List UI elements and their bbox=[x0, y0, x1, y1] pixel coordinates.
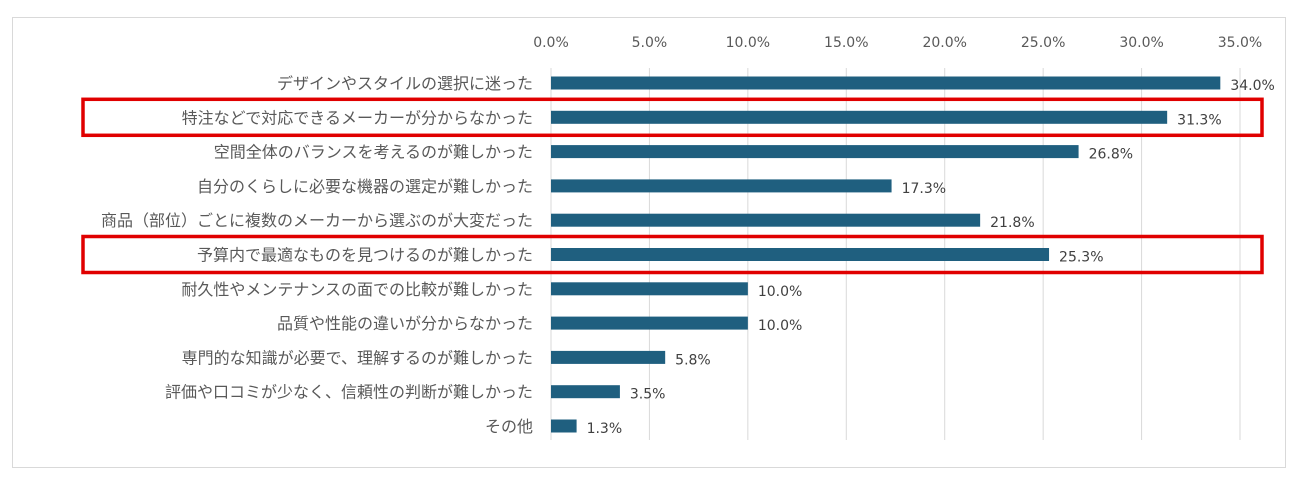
bar bbox=[551, 316, 748, 330]
bar bbox=[551, 385, 620, 399]
bar bbox=[551, 145, 1079, 159]
category-label: 予算内で最適なものを見つけるのが難しかった bbox=[197, 246, 533, 265]
data-label: 1.3% bbox=[587, 421, 623, 437]
data-label: 17.3% bbox=[902, 181, 946, 197]
category-label: 商品（部位）ごとに複数のメーカーから選ぶのが大変だった bbox=[101, 211, 533, 230]
x-tick-label: 10.0% bbox=[726, 35, 770, 51]
category-label: デザインやスタイルの選択に迷った bbox=[277, 74, 533, 93]
category-label: その他 bbox=[485, 417, 533, 436]
bar bbox=[551, 76, 1221, 90]
data-label: 26.8% bbox=[1089, 147, 1133, 163]
data-label: 31.3% bbox=[1177, 112, 1221, 128]
highlight-box bbox=[81, 234, 1264, 275]
bar bbox=[551, 179, 892, 193]
category-label: 特注などで対応できるメーカーが分からなかった bbox=[182, 108, 533, 127]
x-tick-label: 30.0% bbox=[1119, 35, 1163, 51]
data-label: 10.0% bbox=[758, 284, 802, 300]
x-tick-label: 0.0% bbox=[533, 35, 569, 51]
x-tick-label: 20.0% bbox=[922, 35, 966, 51]
data-label: 25.3% bbox=[1059, 250, 1103, 266]
highlight-box bbox=[81, 97, 1264, 138]
bar bbox=[551, 110, 1168, 124]
category-label: 専門的な知識が必要で、理解するのが難しかった bbox=[182, 348, 533, 367]
data-label: 21.8% bbox=[990, 215, 1034, 231]
data-label: 10.0% bbox=[758, 318, 802, 334]
category-label: 評価や口コミが少なく、信頼性の判断が難しかった bbox=[165, 383, 533, 402]
category-label: 品質や性能の違いが分からなかった bbox=[277, 314, 533, 333]
bar bbox=[551, 213, 981, 227]
data-label: 34.0% bbox=[1230, 78, 1274, 94]
bar bbox=[551, 282, 748, 296]
bar bbox=[551, 248, 1050, 261]
category-label: 自分のくらしに必要な機器の選定が難しかった bbox=[197, 177, 533, 196]
category-label: 耐久性やメンテナンスの面での比較が難しかった bbox=[181, 280, 533, 299]
x-tick-label: 35.0% bbox=[1218, 35, 1262, 51]
category-label: 空間全体のバランスを考えるのが難しかった bbox=[214, 143, 533, 162]
data-label: 5.8% bbox=[675, 352, 711, 368]
x-tick-label: 15.0% bbox=[824, 35, 868, 51]
x-tick-label: 5.0% bbox=[632, 35, 668, 51]
bar bbox=[551, 419, 577, 433]
data-label: 3.5% bbox=[630, 387, 666, 403]
x-tick-label: 25.0% bbox=[1021, 35, 1065, 51]
bar bbox=[551, 350, 666, 364]
